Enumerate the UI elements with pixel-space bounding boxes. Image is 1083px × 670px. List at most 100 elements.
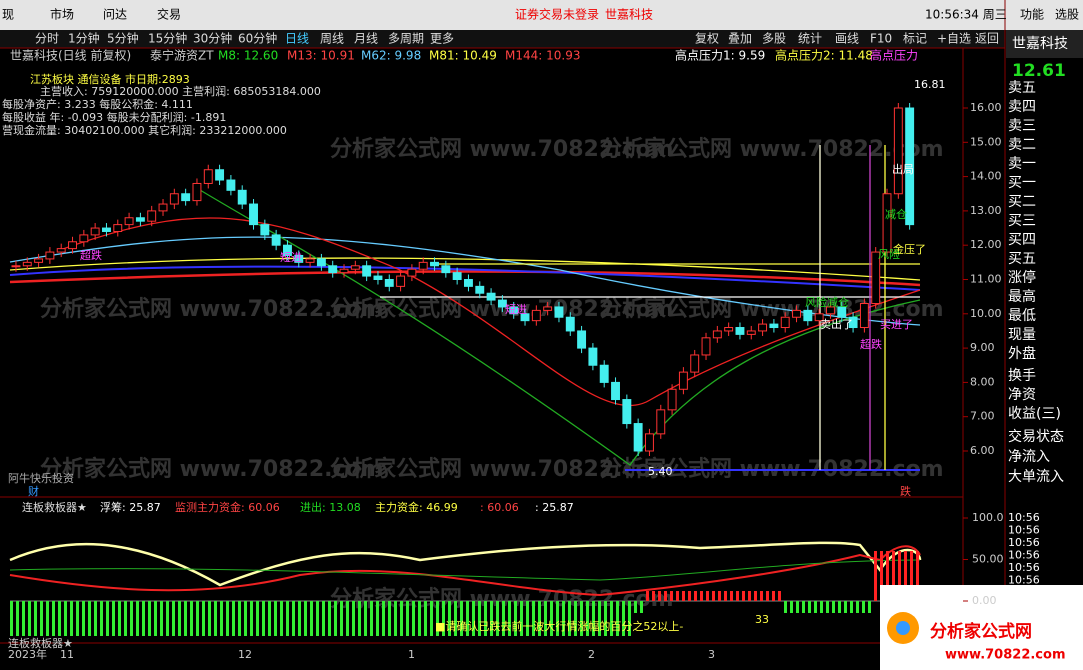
candle [11,265,21,268]
tool-button[interactable]: 复权 [695,32,719,46]
histogram-bar [706,591,709,601]
histogram-bar [574,601,577,636]
y-tick-label: 50.00 [972,553,1004,566]
candle [667,388,677,411]
tool-button[interactable]: 多股 [762,32,786,46]
histogram-bar [898,551,901,601]
candle [531,309,541,322]
indicator-value: M144: 10.93 [505,49,580,63]
histogram-bar [682,591,685,601]
watermark: 分析家公式网 www.70822.com [330,456,674,482]
histogram-bar [892,551,895,601]
side-row: 卖四 [1008,99,1036,115]
candle [45,251,55,260]
candle [362,265,372,277]
histogram-bar [352,601,355,636]
candle [543,306,553,311]
histogram-bar [730,591,733,601]
histogram-bar [544,601,547,636]
side-time: 10:56 [1008,549,1040,562]
side-row: 买一 [1008,175,1036,191]
menu-item[interactable]: 市场 [50,7,74,22]
histogram-bar [784,601,787,613]
histogram-bar [310,601,313,636]
histogram-bar [580,601,583,636]
histogram-bar [442,601,445,636]
ma-lines [9,145,921,471]
histogram-bar [142,601,145,636]
side-row: 净资 [1008,387,1036,403]
annotation: 卖出了 [820,317,853,331]
histogram-bar [262,601,265,636]
side-time: 10:56 [1008,574,1040,587]
side-time: 10:56 [1008,561,1040,574]
histogram-bar [658,591,661,601]
candle [792,309,801,318]
histogram-bar [130,601,133,636]
menu-item[interactable]: 功能 [1020,8,1044,22]
candle [859,303,869,329]
histogram-bar [586,601,589,636]
period-tab[interactable]: 5分钟 [107,31,139,46]
candle [814,313,824,322]
candle [305,258,315,263]
side-row: 换手 [1008,367,1036,384]
period-tab[interactable]: 1分钟 [68,31,100,46]
logo-title: 分析家公式网 [930,621,1032,642]
toolbar [0,30,1005,48]
candle [79,234,89,243]
histogram-bar [106,601,109,636]
candle [871,251,881,305]
period-tab[interactable]: 多周期 [388,32,424,46]
histogram-bar [772,591,775,601]
side-row: 买五 [1008,251,1036,267]
side-row: 卖三 [1008,118,1036,134]
histogram-bar [736,591,739,601]
tool-button[interactable]: +自选 [937,32,971,46]
tool-button[interactable]: 标记 [903,32,927,46]
histogram-bar [508,601,511,636]
histogram-bar [814,601,817,613]
histogram-bar [154,601,157,636]
histogram-bar [694,591,697,601]
menu-item[interactable]: 现 [2,8,14,22]
histogram-bar [742,591,745,601]
histogram-bar [238,601,241,636]
histogram-bar [226,601,229,636]
period-tab[interactable]: 日线 [285,32,309,46]
candle [724,327,734,332]
histogram-bar [592,601,595,636]
histogram-bar [910,551,913,601]
period-tab[interactable]: 60分钟 [238,31,277,46]
period-tab[interactable]: 月线 [354,32,378,46]
candle [339,268,349,274]
histogram-bar [796,601,799,613]
period-tab[interactable]: 分时 [35,32,59,46]
candle [271,234,281,246]
tool-button[interactable]: 统计 [798,32,822,46]
candle [135,217,145,222]
histogram-bar [280,601,283,636]
candle [158,203,168,212]
histogram-bar [28,601,31,636]
histogram-bar [712,591,715,601]
count: 33 [755,613,769,626]
side-row: 大单流入 [1008,469,1064,485]
period-tab[interactable]: 更多 [430,32,454,46]
histogram-bar [304,601,307,636]
menu-item[interactable]: 选股 [1055,8,1079,22]
histogram-bar [514,601,517,636]
side-row: 收益(三) [1008,406,1061,422]
period-tab[interactable]: 30分钟 [193,31,232,46]
menu-item[interactable]: 问达 [103,8,127,22]
tool-button[interactable]: 返回 [975,32,999,46]
tool-button[interactable]: 画线 [835,32,859,46]
menu-item[interactable]: 交易 [157,7,181,22]
logo-icon [896,621,910,635]
histogram-bar [802,601,805,613]
annotation: 风险减仓 [805,295,849,309]
period-tab[interactable]: 周线 [320,32,344,46]
tool-button[interactable]: 叠加 [728,32,752,46]
period-tab[interactable]: 15分钟 [148,31,187,46]
tool-button[interactable]: F10 [870,32,892,46]
